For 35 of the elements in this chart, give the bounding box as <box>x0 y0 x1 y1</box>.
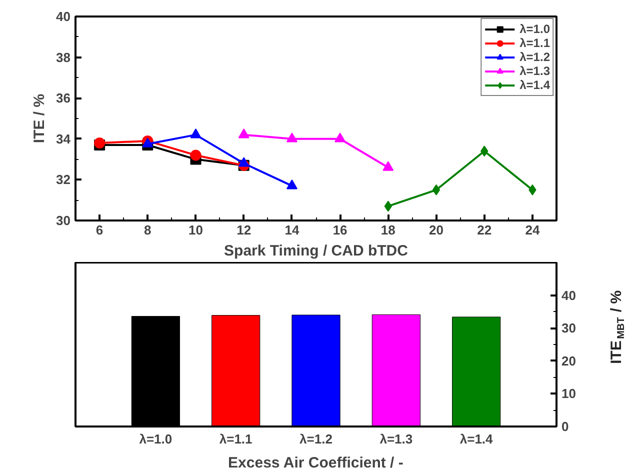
legend-label: λ=1.0 <box>520 22 550 36</box>
y2-tick-label: 40 <box>562 288 576 303</box>
y-tick-label: 30 <box>56 213 71 228</box>
y2-tick-label: 20 <box>562 353 576 368</box>
x-tick-label: 22 <box>477 222 492 238</box>
y-tick-label: 36 <box>56 90 71 106</box>
x-tick-label: 14 <box>284 222 300 238</box>
legend-label: λ=1.2 <box>520 50 550 64</box>
x-tick-label: 10 <box>188 222 203 238</box>
y2-axis-title: ITEMBT / % <box>608 290 627 364</box>
x-tick-label: 20 <box>429 222 444 238</box>
y2-tick-label: 30 <box>562 320 576 336</box>
x-axis-title: Excess Air Coefficient / - <box>228 454 404 472</box>
legend-label: λ=1.1 <box>520 36 550 50</box>
legend-label: λ=1.4 <box>520 78 550 92</box>
y-tick-label: 32 <box>56 172 71 188</box>
y2-tick-label: 0 <box>562 419 569 434</box>
legend-label: λ=1.3 <box>520 64 550 78</box>
x-axis-title: Spark Timing / CAD bTDC <box>224 242 408 260</box>
y2-tick-label: 10 <box>562 386 576 402</box>
x-tick-label: 12 <box>236 222 252 238</box>
y-axis-title: ITE / % <box>31 94 48 144</box>
x-tick-label: 6 <box>96 222 104 238</box>
x-tick-label: 24 <box>525 222 540 238</box>
x-tick-label: 16 <box>332 222 348 238</box>
x-tick-label: 8 <box>144 222 152 238</box>
y-tick-label: 40 <box>56 9 71 24</box>
x-tick-label: λ=1.1 <box>219 432 252 446</box>
x-tick-label: 18 <box>380 222 396 238</box>
x-tick-label: λ=1.2 <box>300 432 332 446</box>
x-tick-label: λ=1.3 <box>380 432 413 446</box>
y-tick-label: 34 <box>56 131 72 146</box>
x-tick-label: λ=1.0 <box>139 432 172 446</box>
y-tick-label: 38 <box>56 50 71 65</box>
x-tick-label: λ=1.4 <box>460 432 494 446</box>
